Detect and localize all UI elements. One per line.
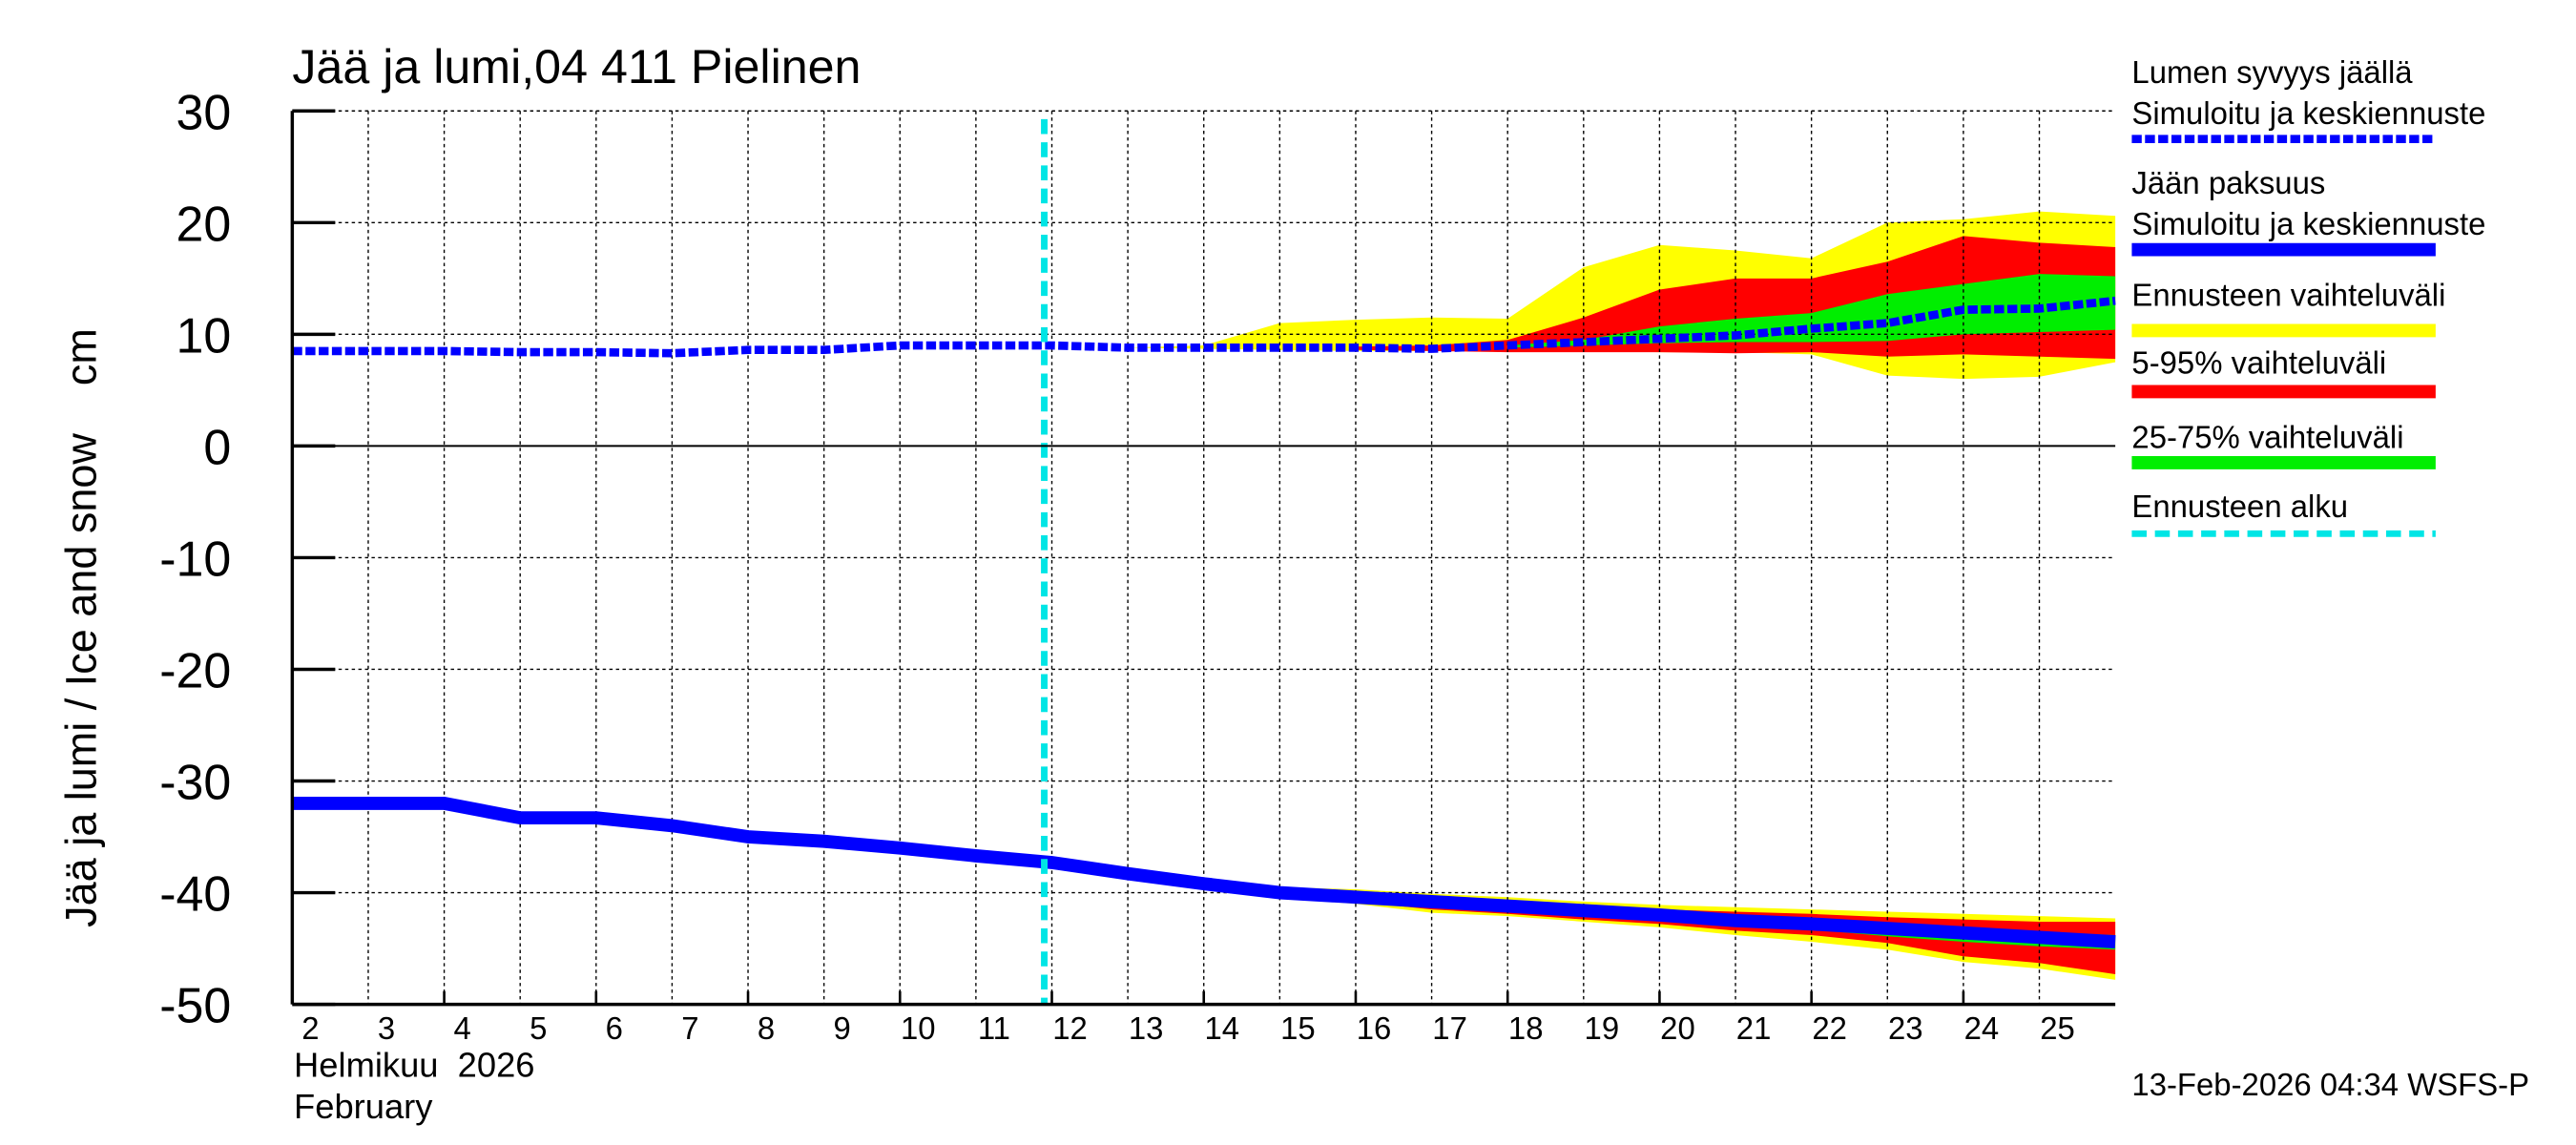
y-tick-label: -20 — [159, 644, 231, 699]
x-tick-label: 4 — [453, 1010, 470, 1046]
snow-depth-line — [292, 296, 2116, 358]
x-tick-label: 25 — [2040, 1010, 2075, 1046]
x-tick-label: 12 — [1052, 1010, 1088, 1046]
y-tick-label: -40 — [159, 867, 231, 923]
x-tick-label: 2 — [301, 1010, 319, 1046]
series-lines — [292, 118, 2116, 1005]
y-axis-label: Jää ja lumi / Ice and snow cm — [56, 328, 105, 927]
x-tick-label: 13 — [1129, 1010, 1164, 1046]
x-tick-label: 18 — [1508, 1010, 1544, 1046]
x-tick-label: 5 — [530, 1010, 547, 1046]
y-tick-label: 0 — [203, 420, 231, 475]
x-tick-label: 21 — [1736, 1010, 1772, 1046]
legend-label: 25-75% vaihteluväli — [2131, 419, 2403, 454]
legend-sublabel: Simuloitu ja keskiennuste — [2131, 206, 2485, 241]
x-tick-label: 10 — [901, 1010, 936, 1046]
y-tick-label: -50 — [159, 979, 231, 1034]
footer-timestamp: 13-Feb-2026 04:34 WSFS-P — [2131, 1067, 2529, 1102]
ice-thickness-line — [292, 796, 2116, 948]
y-tick-label: -30 — [159, 756, 231, 811]
x-tick-label: 8 — [758, 1010, 775, 1046]
legend-sublabel: Simuloitu ja keskiennuste — [2131, 95, 2485, 131]
y-tick-label: 10 — [177, 308, 232, 364]
legend-label: Jään paksuus — [2131, 165, 2325, 200]
x-tick-label: 22 — [1812, 1010, 1847, 1046]
legend-label: Lumen syvyys jäällä — [2131, 54, 2413, 90]
legend: Lumen syvyys jäällä Simuloitu ja keskienn… — [2131, 54, 2485, 537]
legend-label: Ennusteen vaihteluväli — [2131, 277, 2445, 312]
y-tick-label: 20 — [177, 197, 232, 252]
x-tick-label: 23 — [1888, 1010, 1923, 1046]
x-tick-label: 11 — [978, 1010, 1010, 1046]
x-tick-label: 17 — [1432, 1010, 1467, 1046]
x-tick-label: 14 — [1204, 1010, 1239, 1046]
x-tick-label: 24 — [1964, 1010, 2000, 1046]
x-tick-label: 20 — [1660, 1010, 1695, 1046]
x-axis-month-en: February — [294, 1087, 433, 1126]
x-tick-label: 9 — [834, 1010, 851, 1046]
x-tick-label: 19 — [1585, 1010, 1620, 1046]
y-tick-label: -10 — [159, 531, 231, 587]
x-tick-label: 16 — [1357, 1010, 1392, 1046]
chart-title: Jää ja lumi,04 411 Pielinen — [292, 40, 861, 94]
x-tick-label: 15 — [1280, 1010, 1316, 1046]
y-tick-label: 30 — [177, 85, 232, 140]
x-axis-month-fi: Helmikuu 2026 — [294, 1046, 534, 1085]
legend-label: Ennusteen alku — [2131, 489, 2348, 524]
x-tick-label: 6 — [606, 1010, 623, 1046]
legend-label: 5-95% vaihteluväli — [2131, 344, 2386, 380]
x-tick-label: 7 — [681, 1010, 698, 1046]
x-tick-label: 3 — [378, 1010, 395, 1046]
